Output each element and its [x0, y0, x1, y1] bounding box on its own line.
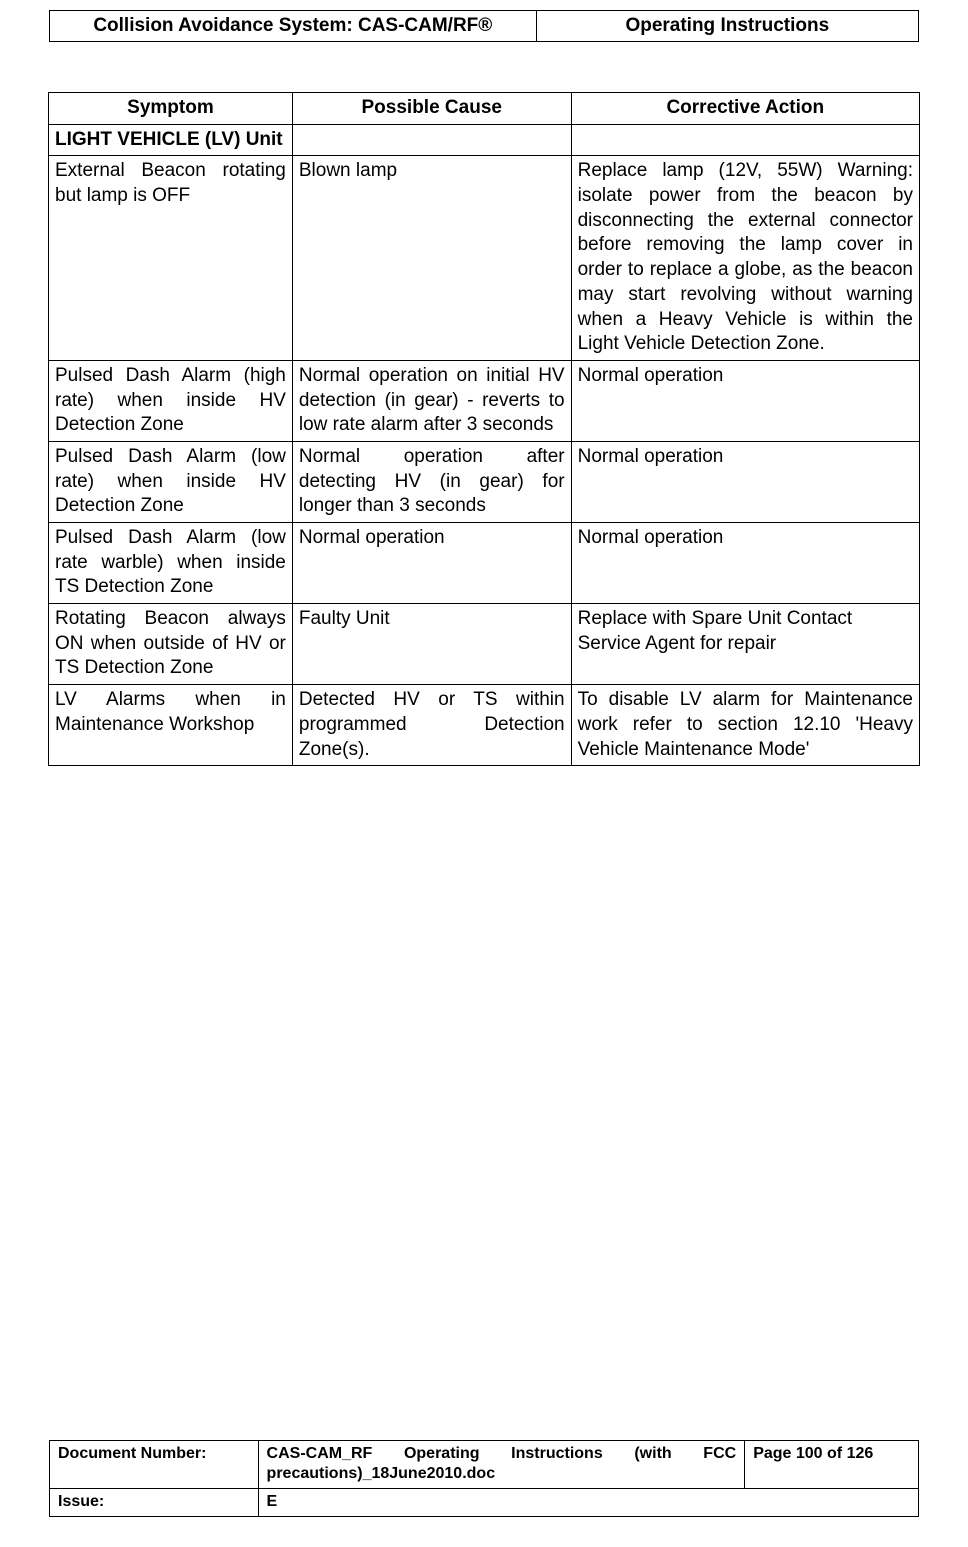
cell-cause: [292, 124, 571, 156]
troubleshooting-table: Symptom Possible Cause Corrective Action…: [48, 92, 920, 766]
footer-issue-label: Issue:: [50, 1489, 259, 1517]
header-cause: Possible Cause: [292, 93, 571, 125]
table-row: Rotating Beacon always ON when outside o…: [49, 604, 920, 685]
cell-symptom: LV Alarms when in Maintenance Workshop: [49, 685, 293, 766]
cell-action: Normal operation: [571, 523, 919, 604]
cell-action: Replace lamp (12V, 55W) Warning: isolate…: [571, 156, 919, 361]
table-row: Pulsed Dash Alarm (low rate) when inside…: [49, 441, 920, 522]
cell-action: Normal operation: [571, 360, 919, 441]
page-container: Collision Avoidance System: CAS-CAM/RF® …: [0, 0, 968, 1547]
footer-table: Document Number: CAS-CAM_RF Operating In…: [49, 1440, 919, 1517]
table-row: Pulsed Dash Alarm (low rate warble) when…: [49, 523, 920, 604]
cell-cause: Normal operation on initial HV detection…: [292, 360, 571, 441]
header-symptom: Symptom: [49, 93, 293, 125]
cell-action: Replace with Spare Unit Contact Service …: [571, 604, 919, 685]
cell-symptom: Pulsed Dash Alarm (high rate) when insid…: [49, 360, 293, 441]
footer-doc-number-value: CAS-CAM_RF Operating Instructions (with …: [258, 1440, 745, 1489]
footer-row-2: Issue: E: [50, 1489, 919, 1517]
footer-page-label: Page 100 of 126: [745, 1440, 919, 1489]
cell-symptom: External Beacon rotating but lamp is OFF: [49, 156, 293, 361]
table-header-row: Symptom Possible Cause Corrective Action: [49, 93, 920, 125]
header-table: Collision Avoidance System: CAS-CAM/RF® …: [49, 10, 919, 42]
table-row: Pulsed Dash Alarm (high rate) when insid…: [49, 360, 920, 441]
cell-symptom: Pulsed Dash Alarm (low rate warble) when…: [49, 523, 293, 604]
table-row: External Beacon rotating but lamp is OFF…: [49, 156, 920, 361]
cell-cause: Normal operation: [292, 523, 571, 604]
main-content: Symptom Possible Cause Corrective Action…: [0, 42, 968, 1440]
cell-cause: Detected HV or TS within programmed Dete…: [292, 685, 571, 766]
cell-symptom: LIGHT VEHICLE (LV) Unit: [49, 124, 293, 156]
footer-doc-number-label: Document Number:: [50, 1440, 259, 1489]
cell-symptom: Rotating Beacon always ON when outside o…: [49, 604, 293, 685]
cell-action: [571, 124, 919, 156]
cell-symptom: Pulsed Dash Alarm (low rate) when inside…: [49, 441, 293, 522]
header-action: Corrective Action: [571, 93, 919, 125]
header-row: Collision Avoidance System: CAS-CAM/RF® …: [50, 11, 919, 42]
header-right-cell: Operating Instructions: [536, 11, 918, 42]
table-row: LIGHT VEHICLE (LV) Unit: [49, 124, 920, 156]
cell-action: Normal operation: [571, 441, 919, 522]
header-left-cell: Collision Avoidance System: CAS-CAM/RF®: [50, 11, 537, 42]
footer-row-1: Document Number: CAS-CAM_RF Operating In…: [50, 1440, 919, 1489]
cell-cause: Blown lamp: [292, 156, 571, 361]
cell-action: To disable LV alarm for Maintenance work…: [571, 685, 919, 766]
cell-cause: Normal operation after detecting HV (in …: [292, 441, 571, 522]
footer-issue-value: E: [258, 1489, 918, 1517]
table-row: LV Alarms when in Maintenance Workshop D…: [49, 685, 920, 766]
cell-cause: Faulty Unit: [292, 604, 571, 685]
